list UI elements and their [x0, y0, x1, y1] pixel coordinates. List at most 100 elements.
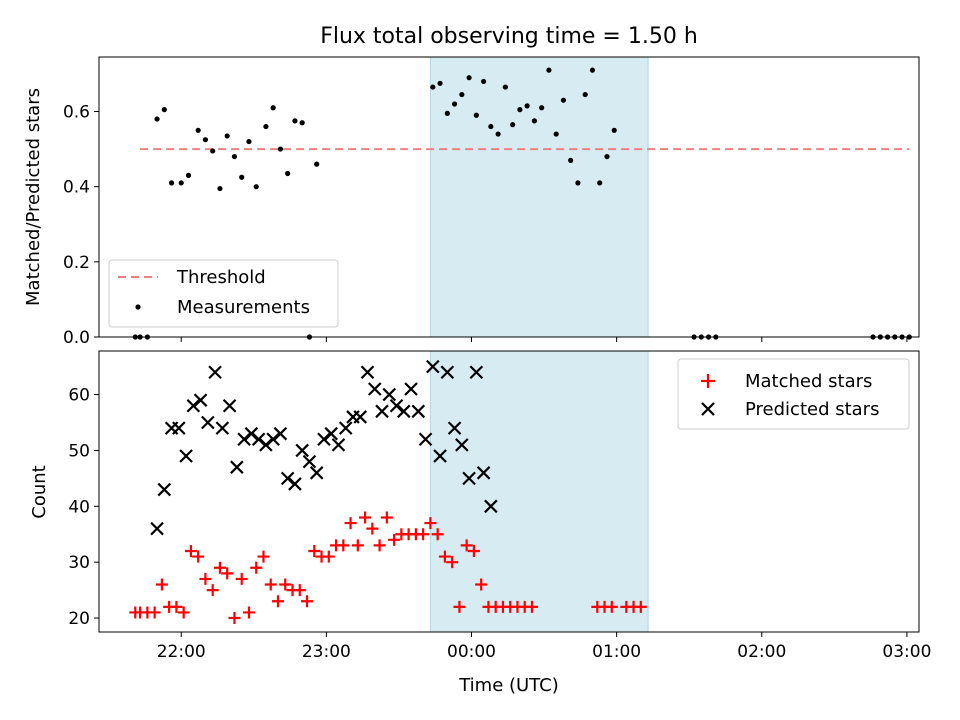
predicted-star-point [440, 365, 455, 380]
measurement-point [444, 110, 450, 116]
bottom-y-axis-label: Count [29, 465, 50, 518]
x-tick-label: 02:00 [737, 642, 786, 662]
matched-star-point [344, 517, 357, 530]
predicted-star-point [150, 521, 164, 536]
measurement-point [589, 67, 596, 73]
predicted-star-point [324, 426, 338, 441]
predicted-star-point [179, 449, 193, 463]
predicted-star-point [447, 421, 462, 435]
matched-star-point [438, 550, 451, 563]
measurement-point [481, 78, 487, 85]
observing-window-highlight [429, 350, 649, 633]
matched-star-point [460, 539, 473, 552]
measurement-point [210, 148, 216, 154]
matched-star-point [170, 600, 183, 613]
predicted-star-point [193, 393, 208, 407]
predicted-star-point [455, 438, 469, 452]
predicted-star-point [266, 432, 280, 447]
matched-star-point [446, 556, 459, 569]
top-y-axis-label: Matched/Predicted stars [23, 88, 44, 306]
matched-star-point [155, 578, 168, 591]
measurement-point [314, 161, 320, 167]
predicted-star-point [201, 415, 215, 430]
measurement-point [459, 91, 465, 98]
x-tick-label: 22:00 [157, 642, 206, 662]
bottom-y-tick-label: 20 [68, 609, 90, 629]
bottom-panel-frame [98, 350, 920, 633]
measurement-point [510, 122, 516, 128]
predicted-star-point [302, 454, 317, 469]
measurement-point [568, 157, 574, 163]
predicted-star-point [280, 471, 295, 486]
measurement-point [437, 80, 443, 86]
predicted-star-point [215, 421, 230, 435]
measurement-point [178, 180, 184, 186]
matched-star-point [271, 595, 284, 608]
matched-star-point [351, 539, 364, 552]
measurement-point [546, 67, 552, 73]
measurement-point [253, 184, 259, 190]
matched-star-point [388, 533, 401, 546]
matched-star-point [199, 572, 212, 585]
predicted-star-point [172, 421, 186, 435]
matched-star-point [221, 567, 234, 580]
bottom-y-tick-label: 30 [68, 553, 90, 573]
matched-star-point [279, 578, 292, 591]
predicted-star-point [259, 438, 273, 452]
measurement-point [277, 146, 284, 152]
matched-star-point [293, 584, 306, 597]
x-axis-label: Time (UTC) [458, 675, 559, 696]
measurement-point [495, 131, 501, 137]
bottom-panel-x-axis: 22:00 23:00 00:00 01:00 02:00 03:00 [157, 632, 931, 662]
predicted-star-point [397, 404, 411, 419]
measurement-point [488, 123, 494, 130]
matched-star-point [228, 612, 241, 625]
legend-measurements-swatch [135, 304, 141, 310]
matched-star-point [453, 600, 466, 613]
matched-star-point [192, 550, 205, 563]
matched-star-point [366, 522, 379, 535]
matched-star-point [373, 539, 386, 552]
matched-star-point [417, 528, 430, 541]
bottom-panel-highlight-layer [429, 350, 649, 633]
measurement-point [531, 118, 537, 124]
matched-star-point [257, 550, 270, 563]
legend-matched-swatch [701, 374, 715, 388]
predicted-star-point [433, 449, 447, 463]
measurement-point [466, 75, 472, 81]
predicted-star-point [157, 482, 172, 497]
observing-window-highlight [429, 56, 649, 338]
measurement-point [292, 118, 298, 124]
predicted-star-point [273, 426, 288, 441]
predicted-star-point [476, 466, 491, 480]
legend-threshold-label: Threshold [176, 267, 266, 288]
matched-star-point [467, 544, 480, 557]
legend-measurements-label: Measurements [177, 297, 310, 318]
matched-star-point [431, 528, 444, 541]
bottom-y-tick-label: 50 [68, 441, 90, 461]
measurement-point [582, 91, 588, 98]
matched-star-point [337, 539, 350, 552]
measurement-point [299, 120, 305, 126]
matched-star-point [605, 600, 618, 613]
predicted-star-point [418, 432, 433, 447]
matched-star-point [308, 544, 321, 557]
top-y-tick-label: 0.2 [63, 253, 90, 273]
matched-star-point [184, 544, 197, 557]
measurement-point [575, 180, 581, 186]
predicted-star-point [288, 477, 302, 491]
measurement-point [246, 138, 252, 145]
predicted-star-point [462, 471, 476, 486]
measurement-point [539, 105, 545, 111]
bottom-panel-points-layer [129, 359, 647, 625]
bottom-y-tick-label: 40 [68, 497, 90, 517]
measurement-point [217, 185, 223, 192]
measurement-point [270, 105, 276, 111]
predicted-star-point [360, 365, 375, 380]
predicted-star-point [389, 398, 404, 413]
measurement-point [195, 127, 201, 133]
predicted-star-point [382, 387, 397, 402]
measurement-point [473, 112, 479, 118]
measurement-point [560, 97, 567, 103]
